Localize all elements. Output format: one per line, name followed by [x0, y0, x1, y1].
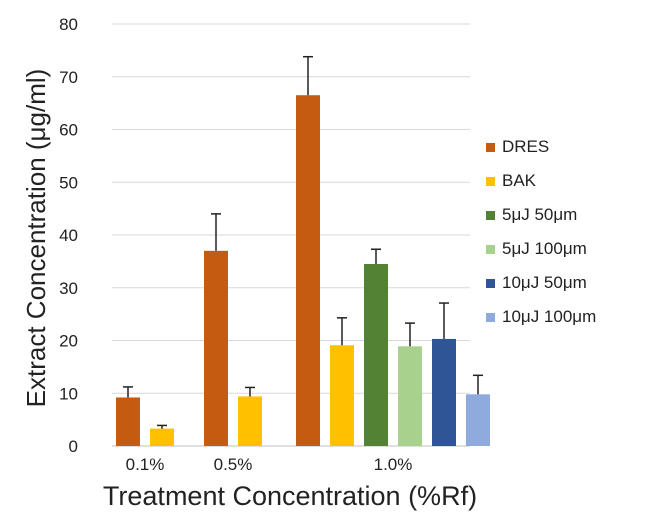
legend-swatch — [486, 177, 495, 186]
y-tick-label: 70 — [59, 68, 78, 87]
y-tick-labels: 0 10 20 30 40 50 60 70 80 — [59, 15, 78, 456]
bar-10-j-50-m-2 — [432, 338, 456, 446]
y-tick-label: 20 — [59, 332, 78, 351]
y-tick-label: 80 — [59, 15, 78, 34]
legend-swatch — [486, 313, 495, 322]
legend-label: 10μJ 100μm — [502, 307, 596, 326]
x-tick-label: 1.0% — [374, 455, 413, 474]
y-tick-label: 60 — [59, 121, 78, 140]
y-axis-title: Extract Concentration (μg/ml) — [21, 69, 51, 408]
bar-dres-0 — [116, 397, 140, 446]
legend-swatch — [486, 245, 495, 254]
bar-5-j-100-m-2 — [398, 346, 422, 446]
y-tick-label: 0 — [69, 437, 78, 456]
y-tick-label: 40 — [59, 226, 78, 245]
legend-label: BAK — [502, 171, 537, 190]
legend: DRES BAK 5μJ 50μm 5μJ 100μm 10μJ 50μm 10μJ 10… — [486, 137, 596, 326]
legend-swatch — [486, 143, 495, 152]
y-tick-label: 10 — [59, 384, 78, 403]
legend-label: 5μJ 50μm — [502, 205, 577, 224]
bars — [116, 95, 490, 447]
error-bars — [123, 55, 483, 429]
bar-bak-0 — [150, 428, 174, 446]
x-tick-labels: 0.1% 0.5% 1.0% — [126, 455, 413, 474]
legend-label: 10μJ 50μm — [502, 273, 587, 292]
legend-label: DRES — [502, 137, 549, 156]
y-tick-label: 30 — [59, 279, 78, 298]
legend-label: 5μJ 100μm — [502, 239, 587, 258]
x-tick-label: 0.1% — [126, 455, 165, 474]
x-axis-title: Treatment Concentration (%Rf) — [103, 481, 477, 511]
bar-dres-2 — [296, 95, 320, 447]
bar-10-j-100-m-2 — [466, 394, 490, 446]
bar-5-j-50-m-2 — [364, 264, 388, 446]
bar-bak-2 — [330, 345, 354, 446]
x-tick-label: 0.5% — [214, 455, 253, 474]
legend-swatch — [486, 211, 495, 220]
bar-dres-1 — [204, 250, 228, 446]
legend-swatch — [486, 279, 495, 288]
y-tick-label: 50 — [59, 173, 78, 192]
bar-bak-1 — [238, 396, 262, 446]
